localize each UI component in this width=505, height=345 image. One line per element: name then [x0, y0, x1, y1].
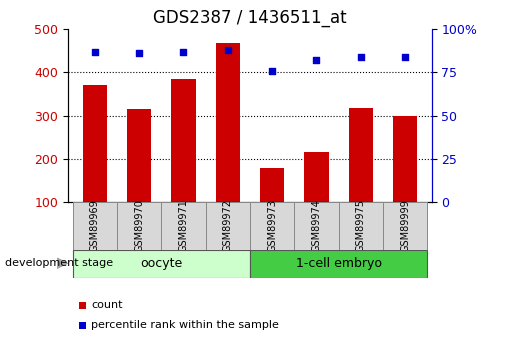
Text: GSM89975: GSM89975: [356, 199, 366, 253]
Bar: [73, 202, 117, 250]
Bar: [117, 202, 161, 250]
Bar: [348, 108, 373, 202]
Text: development stage: development stage: [5, 258, 113, 268]
Text: oocyte: oocyte: [140, 257, 182, 270]
Bar: [216, 43, 240, 202]
Text: GSM89970: GSM89970: [134, 199, 144, 253]
Text: GSM89974: GSM89974: [312, 199, 322, 253]
Bar: [127, 109, 152, 202]
Bar: [79, 302, 85, 309]
Point: [224, 47, 232, 53]
Bar: [393, 116, 417, 202]
Point: [91, 49, 99, 55]
Bar: [79, 322, 85, 329]
Text: GSM89999: GSM89999: [400, 200, 410, 252]
Bar: [260, 168, 284, 202]
Bar: [73, 250, 250, 278]
Bar: [305, 152, 329, 202]
Bar: [250, 250, 427, 278]
Text: GSM89972: GSM89972: [223, 199, 233, 253]
Text: GSM89969: GSM89969: [90, 200, 100, 252]
Text: percentile rank within the sample: percentile rank within the sample: [91, 321, 279, 330]
Point: [135, 51, 143, 56]
Point: [357, 54, 365, 60]
Point: [313, 58, 321, 63]
Bar: [161, 202, 206, 250]
Point: [268, 68, 276, 73]
Point: [179, 49, 187, 55]
Bar: [83, 85, 107, 202]
Polygon shape: [57, 258, 68, 269]
Bar: [171, 79, 195, 202]
Bar: [206, 202, 250, 250]
Point: [401, 54, 409, 60]
Bar: [294, 202, 339, 250]
Text: 1-cell embryo: 1-cell embryo: [295, 257, 382, 270]
Text: GSM89973: GSM89973: [267, 199, 277, 253]
Text: count: count: [91, 300, 122, 310]
Bar: [383, 202, 427, 250]
Title: GDS2387 / 1436511_at: GDS2387 / 1436511_at: [153, 9, 347, 27]
Bar: [250, 202, 294, 250]
Text: GSM89971: GSM89971: [178, 199, 188, 253]
Bar: [339, 202, 383, 250]
